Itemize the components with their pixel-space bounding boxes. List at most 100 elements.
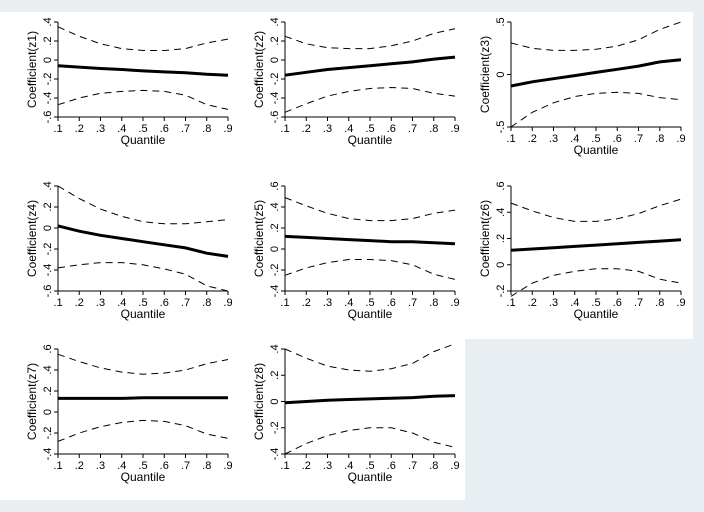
x-tick-label: .2 [302,297,311,309]
lower-ci-line [284,427,456,455]
y-tick-label: .2 [42,202,54,211]
x-axis-title: Quantile [574,307,619,321]
x-tick-label: .6 [613,133,622,145]
x-tick-label: .1 [53,297,62,309]
x-tick-label: .9 [223,297,232,309]
x-tick-label: .3 [323,460,332,472]
x-tick-label: .9 [676,133,685,145]
upper-ci-line [57,185,229,225]
y-tick-label: .6 [269,181,281,190]
x-tick-label: .8 [202,123,211,135]
x-tick-label: .2 [302,123,311,135]
x-tick-label: .7 [408,460,417,472]
y-tick-label: -.2 [269,264,281,277]
coefficient-line [284,234,456,246]
x-tick-label: .8 [429,460,438,472]
x-tick-label: .2 [528,133,537,145]
x-tick-label: .7 [408,297,417,309]
y-tick-label: 0 [269,57,281,63]
x-tick-label: .2 [75,297,84,309]
y-tick-label: .2 [269,36,281,45]
x-tick-label: .1 [280,460,289,472]
x-tick-label: .5 [591,297,600,309]
y-tick-label: .2 [42,36,54,45]
x-tick-label: .1 [280,123,289,135]
y-tick-label: -.6 [42,285,54,298]
upper-ci-line [510,21,682,51]
y-tick-label: -.4 [42,92,54,105]
x-axis-title: Quantile [121,470,166,484]
x-tick-label: .1 [280,297,289,309]
x-axis-title: Quantile [348,307,393,321]
x-tick-label: .7 [634,133,643,145]
y-tick-label: .4 [42,17,54,26]
x-tick-label: .8 [429,297,438,309]
x-axis-title: Quantile [121,133,166,147]
x-tick-label: .1 [506,297,515,309]
x-tick-label: .3 [96,297,105,309]
x-axis-title: Quantile [348,133,393,147]
x-tick-label: .2 [75,460,84,472]
coefficient-line [284,55,456,77]
y-tick-label: -.4 [269,448,281,461]
y-tick-label: .2 [269,223,281,232]
x-tick-label: .5 [591,133,600,145]
x-tick-label: .9 [450,123,459,135]
y-tick-label: 0 [495,262,507,268]
panel-background-row3 [0,339,465,500]
x-tick-label: .1 [506,133,515,145]
coefficient-line [284,394,456,405]
x-axis-title: Quantile [574,143,619,157]
y-tick-label: .4 [269,17,281,26]
x-tick-label: .5 [365,297,374,309]
x-tick-label: .6 [160,460,169,472]
lower-ci-line [57,89,229,110]
y-tick-label: -.6 [42,111,54,124]
upper-ci-line [284,28,456,50]
y-tick-label: .4 [42,365,54,374]
x-tick-label: .7 [181,297,190,309]
x-tick-label: .6 [387,123,396,135]
x-tick-label: .2 [528,297,537,309]
x-tick-label: .2 [302,460,311,472]
x-tick-label: .8 [202,297,211,309]
x-tick-label: .1 [53,460,62,472]
y-tick-label: -.2 [42,243,54,256]
x-tick-label: .6 [387,297,396,309]
lower-ci-line [57,419,229,442]
x-tick-label: .7 [181,460,190,472]
x-tick-label: .4 [570,297,579,309]
lower-ci-line [284,259,456,280]
x-tick-label: .2 [75,123,84,135]
y-tick-label: -.2 [269,421,281,434]
y-tick-label: .6 [495,181,507,190]
y-tick-label: -.5 [495,121,507,134]
x-tick-label: .7 [634,297,643,309]
y-tick-label: .4 [495,208,507,217]
x-tick-label: .4 [117,460,126,472]
x-tick-label: .8 [202,460,211,472]
lower-ci-line [510,268,682,297]
x-tick-label: .6 [160,297,169,309]
y-tick-label: -.2 [269,73,281,86]
x-tick-label: .4 [344,297,353,309]
x-tick-label: .3 [549,133,558,145]
y-tick-label: .5 [495,17,507,26]
y-tick-label: -.4 [42,264,54,277]
y-tick-label: 0 [269,398,281,404]
x-tick-label: .6 [160,123,169,135]
y-tick-label: .4 [269,344,281,353]
x-tick-label: .6 [387,460,396,472]
x-axis-title: Quantile [348,470,393,484]
x-axis-title: Quantile [121,307,166,321]
x-tick-label: .3 [96,123,105,135]
x-tick-label: .3 [323,297,332,309]
coefficient-line [510,238,682,252]
x-tick-label: .9 [223,460,232,472]
y-tick-label: .2 [495,234,507,243]
